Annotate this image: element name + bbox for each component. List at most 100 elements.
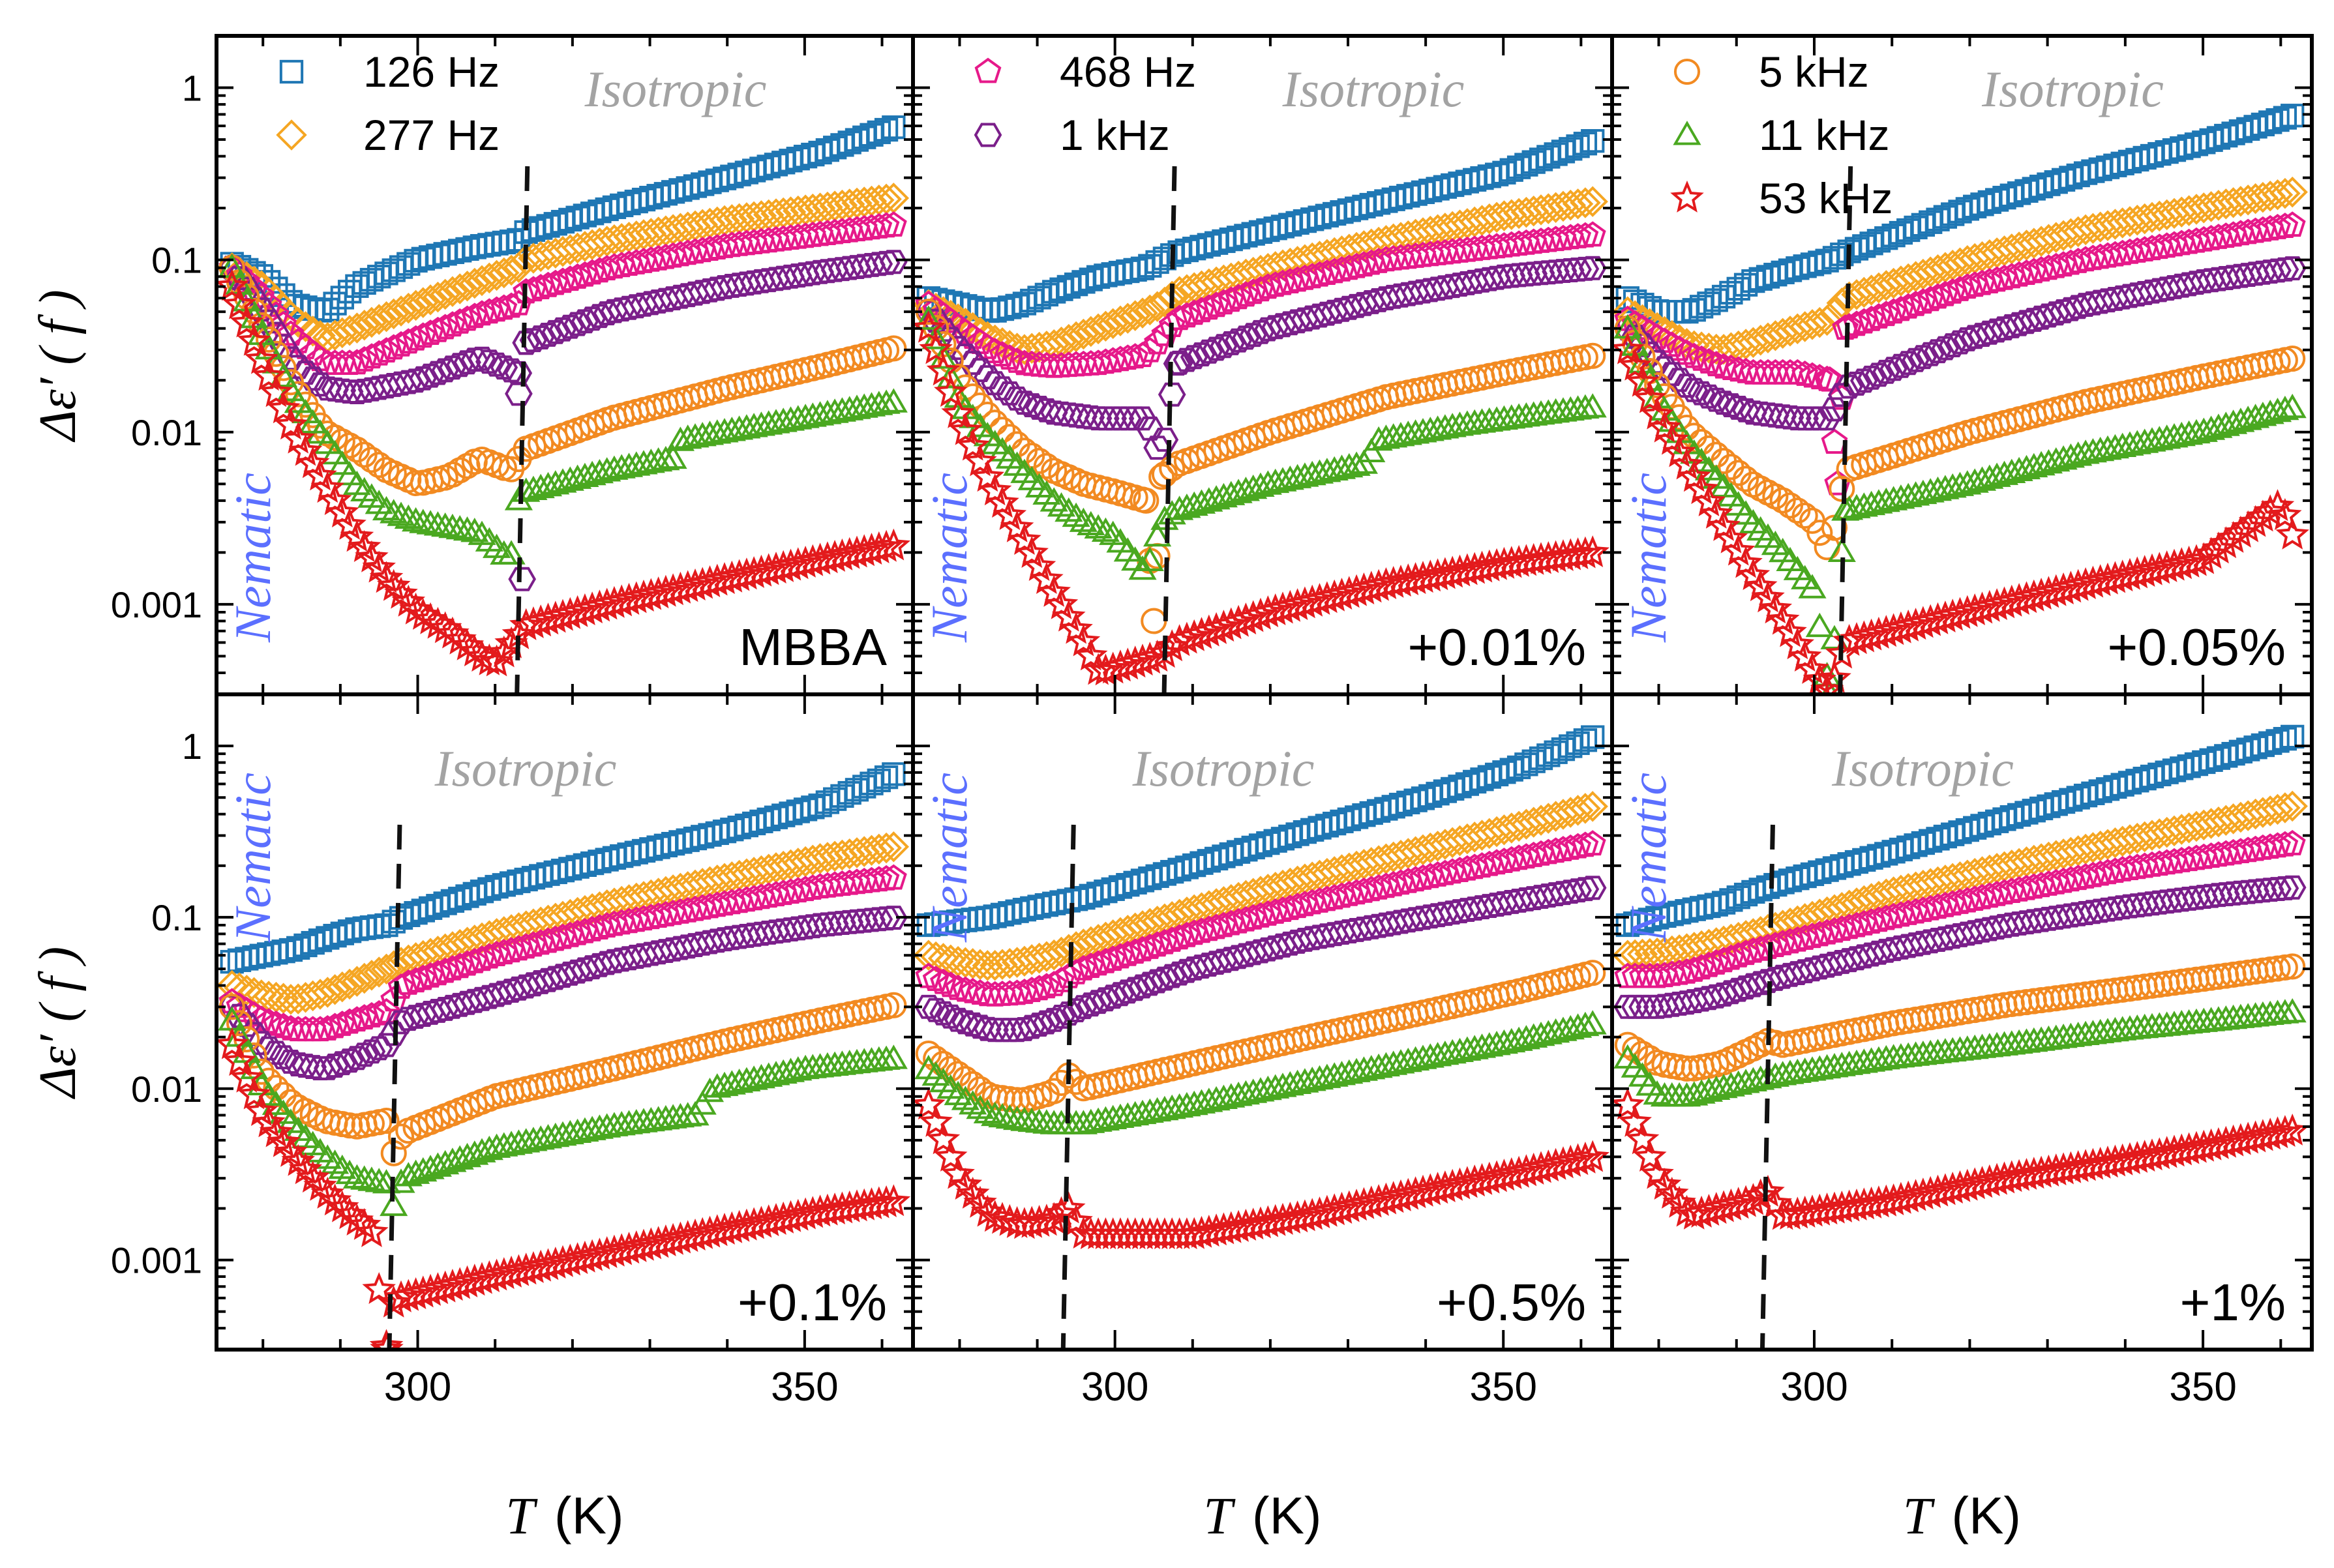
plot-area (913, 725, 1609, 1250)
data-point (387, 1168, 415, 1193)
data-point (369, 1329, 404, 1350)
data-point (1902, 898, 1929, 924)
data-point (1018, 977, 1045, 1002)
series-11-khz (914, 1010, 1607, 1134)
series-1-khz (1613, 256, 2307, 431)
data-point (1924, 893, 1951, 919)
data-point (1612, 296, 1643, 327)
panel-label: MBBA (739, 618, 887, 676)
data-point (1336, 881, 1363, 906)
data-point (2072, 863, 2099, 889)
data-point (549, 923, 576, 949)
data-point (237, 323, 271, 356)
data-point (410, 322, 437, 348)
data-point (1717, 944, 1744, 970)
panel-label: +0.01% (1407, 618, 1586, 676)
series-1-khz (914, 876, 1607, 1043)
data-point (1015, 536, 1049, 569)
data-point (1070, 954, 1097, 981)
data-point (329, 1011, 356, 1036)
data-point (934, 1139, 968, 1172)
data-point (1710, 947, 1737, 973)
data-point (1998, 878, 2026, 903)
data-point (1872, 904, 1900, 930)
data-point (2079, 861, 2106, 887)
data-point (1454, 855, 1481, 881)
data-point (1976, 268, 2003, 293)
data-point (1798, 574, 1827, 599)
data-point (336, 1008, 363, 1034)
data-point (1858, 305, 1885, 331)
data-point (1578, 1010, 1607, 1035)
data-point (1939, 278, 1966, 304)
data-point (1625, 364, 1660, 397)
data-point (314, 1015, 341, 1041)
data-point (2065, 248, 2092, 273)
data-point (453, 516, 482, 541)
data-point (351, 1004, 378, 1029)
data-point (252, 1105, 286, 1138)
data-point (356, 960, 387, 991)
data-point (1328, 256, 1355, 282)
data-point (1119, 300, 1151, 331)
data-point (1188, 297, 1215, 323)
data-point (1954, 273, 1981, 299)
data-point (951, 1086, 980, 1110)
data-point (1011, 979, 1038, 1004)
panel-1: 1 0.1 0.01 0.001 MBBA Isotropic Nematic 126 Hz 2… (111, 34, 915, 696)
data-point (564, 919, 591, 945)
isotropic-label: Isotropic (1981, 61, 2164, 117)
data-point (217, 269, 249, 301)
y-axis-symbol: Δε′ (29, 1034, 87, 1099)
data-point (230, 305, 264, 338)
data-point (1038, 939, 1070, 971)
data-point (879, 388, 908, 413)
data-point (1173, 302, 1201, 328)
data-point (372, 496, 401, 521)
data-point (2042, 868, 2070, 895)
data-point (1133, 487, 1160, 514)
data-point (1372, 872, 1399, 898)
legend-marker (974, 57, 1002, 83)
data-point (1564, 833, 1592, 859)
data-point (2262, 793, 2294, 825)
y-axis-symbol: Δε′ (29, 377, 87, 442)
transition-line (1060, 824, 1076, 1350)
data-point (475, 298, 503, 324)
data-point (959, 351, 987, 375)
data-point (1579, 960, 1606, 986)
data-point (1498, 846, 1525, 872)
data-point (1387, 869, 1414, 895)
data-point (867, 120, 891, 145)
data-point (1681, 956, 1708, 982)
x-axis-symbol: T (1203, 1488, 1236, 1545)
data-point (913, 310, 946, 343)
x-tick-label: 350 (771, 1365, 838, 1410)
data-point (2013, 874, 2040, 900)
data-point (1818, 661, 1851, 694)
data-point (878, 831, 910, 863)
data-point (1673, 374, 1701, 398)
data-point (334, 968, 365, 1000)
data-point (1527, 840, 1555, 866)
data-point (1262, 271, 1289, 297)
data-point (245, 342, 278, 374)
data-point (1357, 437, 1386, 462)
data-point (1328, 882, 1355, 908)
data-point (1105, 305, 1136, 336)
data-point (1557, 834, 1584, 860)
series-468-hz (1614, 211, 2306, 496)
data-point (1008, 523, 1041, 555)
data-point (1284, 266, 1311, 292)
data-point (1180, 919, 1208, 945)
data-point (343, 1006, 370, 1032)
data-point (1100, 945, 1127, 971)
data-point (1141, 291, 1173, 322)
data-point (451, 271, 483, 302)
data-point (879, 250, 908, 274)
data-point (1961, 271, 1988, 297)
data-point (1571, 1011, 1600, 1037)
data-point (1343, 252, 1370, 278)
data-point (439, 311, 466, 337)
legend-item: 277 Hz (276, 111, 500, 159)
